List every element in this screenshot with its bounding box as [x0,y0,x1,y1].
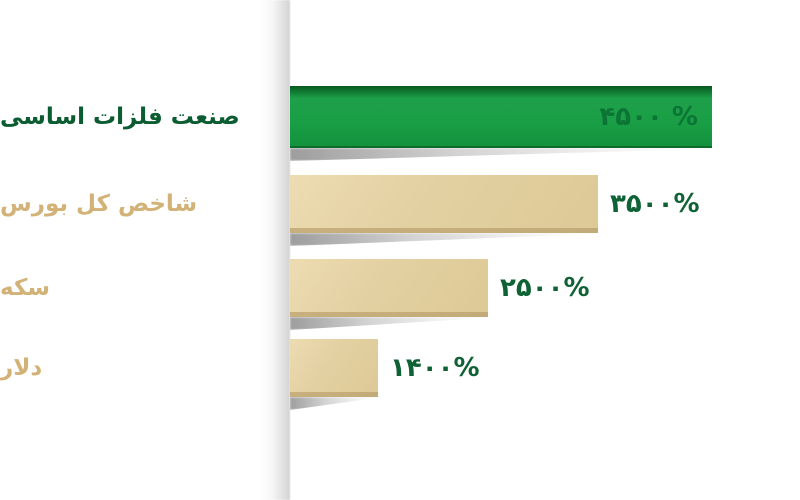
bar-shadow [290,397,378,410]
bar-row: ۴۵۰۰ % [290,86,712,161]
category-label-coin: سکه [0,275,50,301]
value-label-dollar: ۱۴۰۰% [390,353,480,383]
page-fold-shadow [260,0,290,500]
category-label-basic-metals: صنعت فلزات اساسی [0,104,240,130]
bar-row: ۲۵۰۰% [290,259,590,330]
value-label-basic-metals: ۴۵۰۰ % [599,102,698,132]
bar-shadow [290,233,598,246]
value-label-stock-index: ۳۵۰۰% [610,189,700,219]
bar-dollar [290,339,378,410]
bar-shadow [290,148,712,161]
bar-row: ۱۴۰۰% [290,339,480,410]
bar-shadow [290,317,488,330]
bar-basic-metals: ۴۵۰۰ % [290,86,712,161]
value-label-coin: ۲۵۰۰% [500,273,590,303]
bar-row: ۳۵۰۰% [290,175,700,246]
category-label-stock-index: شاخص کل بورس [0,191,198,217]
bar-coin [290,259,488,330]
bar-stock-index [290,175,598,246]
category-label-dollar: دلار [0,355,43,381]
